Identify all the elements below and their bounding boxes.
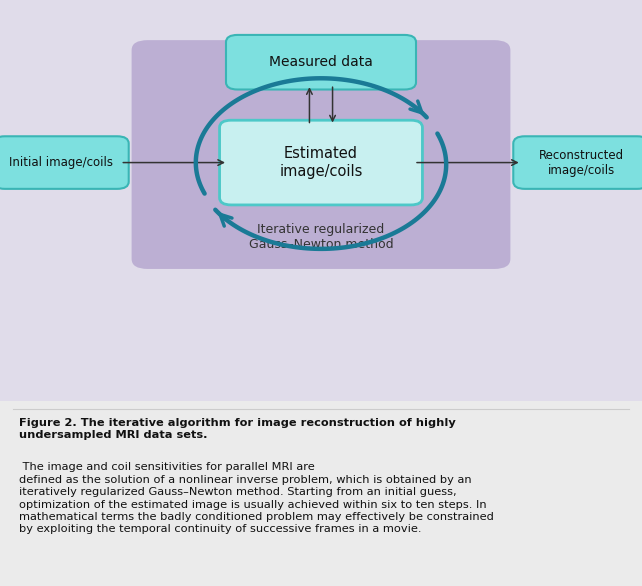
Text: Measured data: Measured data [269, 55, 373, 69]
Text: Iterative regularized
Gauss–Newton method: Iterative regularized Gauss–Newton metho… [248, 223, 394, 251]
FancyBboxPatch shape [132, 40, 510, 269]
Text: The image and coil sensitivities for parallel MRI are
defined as the solution of: The image and coil sensitivities for par… [19, 462, 494, 534]
Text: Figure 2. The iterative algorithm for image reconstruction of highly
undersample: Figure 2. The iterative algorithm for im… [19, 418, 456, 441]
FancyBboxPatch shape [514, 137, 642, 189]
FancyBboxPatch shape [0, 137, 128, 189]
FancyBboxPatch shape [220, 120, 422, 205]
Text: Initial image/coils: Initial image/coils [9, 156, 113, 169]
FancyBboxPatch shape [0, 0, 642, 401]
FancyBboxPatch shape [226, 35, 416, 90]
Text: Reconstructed
image/coils: Reconstructed image/coils [539, 149, 623, 176]
Text: Estimated
image/coils: Estimated image/coils [279, 146, 363, 179]
